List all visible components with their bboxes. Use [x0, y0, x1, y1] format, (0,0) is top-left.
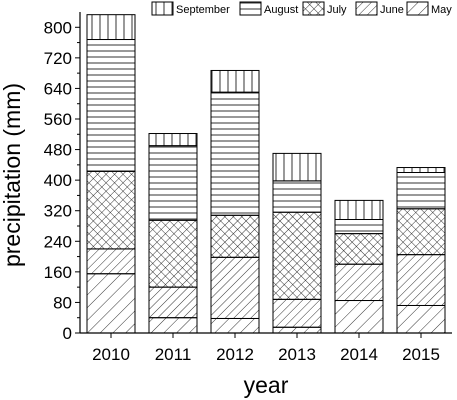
- y-tick-label: 480: [44, 141, 72, 160]
- bar-stacks: [86, 14, 446, 334]
- y-axis-title: precipitation (mm): [0, 83, 25, 267]
- legend-label-july: July: [327, 4, 347, 16]
- legend-swatch-september: [151, 1, 174, 16]
- bar-segment-july-2011: [148, 219, 198, 288]
- y-tick-label: 560: [44, 110, 72, 129]
- y-tick-label: 0: [63, 324, 72, 343]
- y-tick-label: 160: [44, 263, 72, 282]
- bar-segment-june-2015: [396, 254, 446, 306]
- legend: September August July June May: [151, 1, 452, 16]
- y-tick-label: 800: [44, 18, 72, 37]
- bar-segment-august-2014: [334, 219, 384, 235]
- y-tick-label: 640: [44, 79, 72, 98]
- legend-label-august: August: [264, 4, 298, 16]
- bar-segment-june-2012: [210, 256, 260, 319]
- bar-segment-september-2011: [148, 133, 198, 147]
- x-tick-label: 2013: [278, 345, 316, 364]
- axes: 0 80 160 240 320 400 480 560 640 720 800 2010 2011 20…: [44, 12, 452, 364]
- bar-segment-may-2014: [334, 300, 384, 334]
- bar-segment-september-2010: [86, 14, 136, 41]
- bar-segment-september-2013: [272, 152, 322, 182]
- bar-segment-june-2010: [86, 248, 136, 275]
- x-tick-label: 2010: [92, 345, 130, 364]
- legend-label-june: June: [380, 4, 404, 16]
- legend-label-september: September: [176, 4, 230, 16]
- x-tick-label: 2011: [155, 345, 192, 364]
- bar-segment-june-2011: [148, 286, 198, 319]
- bar-segment-august-2010: [86, 39, 136, 172]
- bar-segment-may-2011: [148, 317, 198, 334]
- legend-swatch-may: [406, 1, 429, 16]
- x-tick-label: 2014: [340, 345, 378, 364]
- bar-segment-may-2013: [272, 326, 322, 334]
- y-tick-label: 320: [44, 202, 72, 221]
- legend-swatch-june: [355, 1, 378, 16]
- x-tick-label: 2015: [402, 345, 440, 364]
- bar-segment-may-2015: [396, 304, 446, 334]
- bar-segment-august-2011: [148, 145, 198, 221]
- y-tick-label: 720: [44, 49, 72, 68]
- bar-segment-september-2012: [210, 69, 260, 93]
- bar-segment-may-2010: [86, 273, 136, 334]
- legend-label-may: May: [431, 4, 452, 16]
- bar-segment-may-2012: [210, 317, 260, 334]
- bar-segment-july-2013: [272, 211, 322, 300]
- legend-swatch-july: [302, 1, 325, 16]
- bar-segment-june-2014: [334, 263, 384, 302]
- x-tick-label: 2012: [216, 345, 254, 364]
- bar-segment-august-2015: [396, 172, 446, 210]
- bar-segment-july-2015: [396, 208, 446, 256]
- bar-segment-august-2013: [272, 180, 322, 213]
- bar-segment-june-2013: [272, 298, 322, 328]
- bar-segment-july-2014: [334, 233, 384, 265]
- x-axis-title: year: [244, 372, 289, 398]
- bar-segment-july-2010: [86, 170, 136, 250]
- bar-segment-september-2015: [396, 167, 446, 174]
- legend-swatch-august: [239, 1, 262, 16]
- bar-segment-september-2014: [334, 199, 384, 221]
- y-tick-label: 400: [44, 171, 72, 190]
- bar-segment-august-2012: [210, 91, 260, 216]
- bar-segment-july-2012: [210, 214, 260, 258]
- y-tick-label: 240: [44, 232, 72, 251]
- y-tick-label: 80: [53, 293, 72, 312]
